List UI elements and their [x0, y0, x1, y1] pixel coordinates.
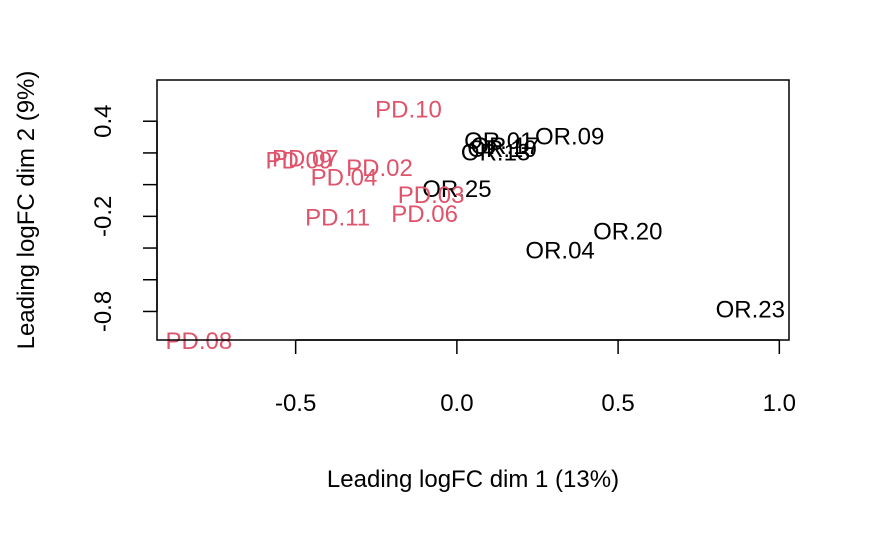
x-axis-label: Leading logFC dim 1 (13%): [327, 466, 619, 493]
point-label: PD.04: [311, 165, 378, 192]
point-label: OR.13: [461, 139, 530, 166]
point-label: PD.08: [166, 328, 233, 355]
point-label: PD.07: [272, 146, 339, 173]
y-tick-label: -0.8: [90, 291, 117, 332]
plot-frame: [156, 79, 790, 341]
y-axis: -0.8 -0.2 0.4: [90, 105, 158, 332]
point-label: OR.17: [471, 133, 540, 160]
point-label: OR.09: [535, 124, 604, 151]
x-tick-label: 0.5: [601, 390, 634, 417]
y-tick-label: -0.2: [90, 196, 117, 237]
point-label: PD.06: [391, 201, 458, 228]
point-label: PD.03: [398, 182, 465, 209]
point-label: OR.23: [716, 296, 785, 323]
x-axis: -0.5 0.0 0.5 1.0: [275, 339, 796, 417]
point-label: OR.01: [464, 128, 533, 155]
point-label: PD.09: [266, 147, 333, 174]
x-tick-label: 1.0: [763, 390, 796, 417]
x-tick-label: 0.0: [440, 390, 473, 417]
point-label: OR.20: [593, 219, 662, 246]
x-tick-label: -0.5: [275, 390, 316, 417]
point-label: PD.02: [346, 155, 413, 182]
y-axis-label: Leading logFC dim 2 (9%): [13, 71, 40, 350]
point-label: PD.10: [375, 97, 442, 124]
point-label: OR.25: [422, 176, 491, 203]
point-label: PD.11: [305, 204, 370, 231]
y-tick-label: 0.4: [90, 105, 117, 138]
point-label: OR.04: [525, 238, 594, 265]
point-label: OR.10: [467, 136, 536, 163]
